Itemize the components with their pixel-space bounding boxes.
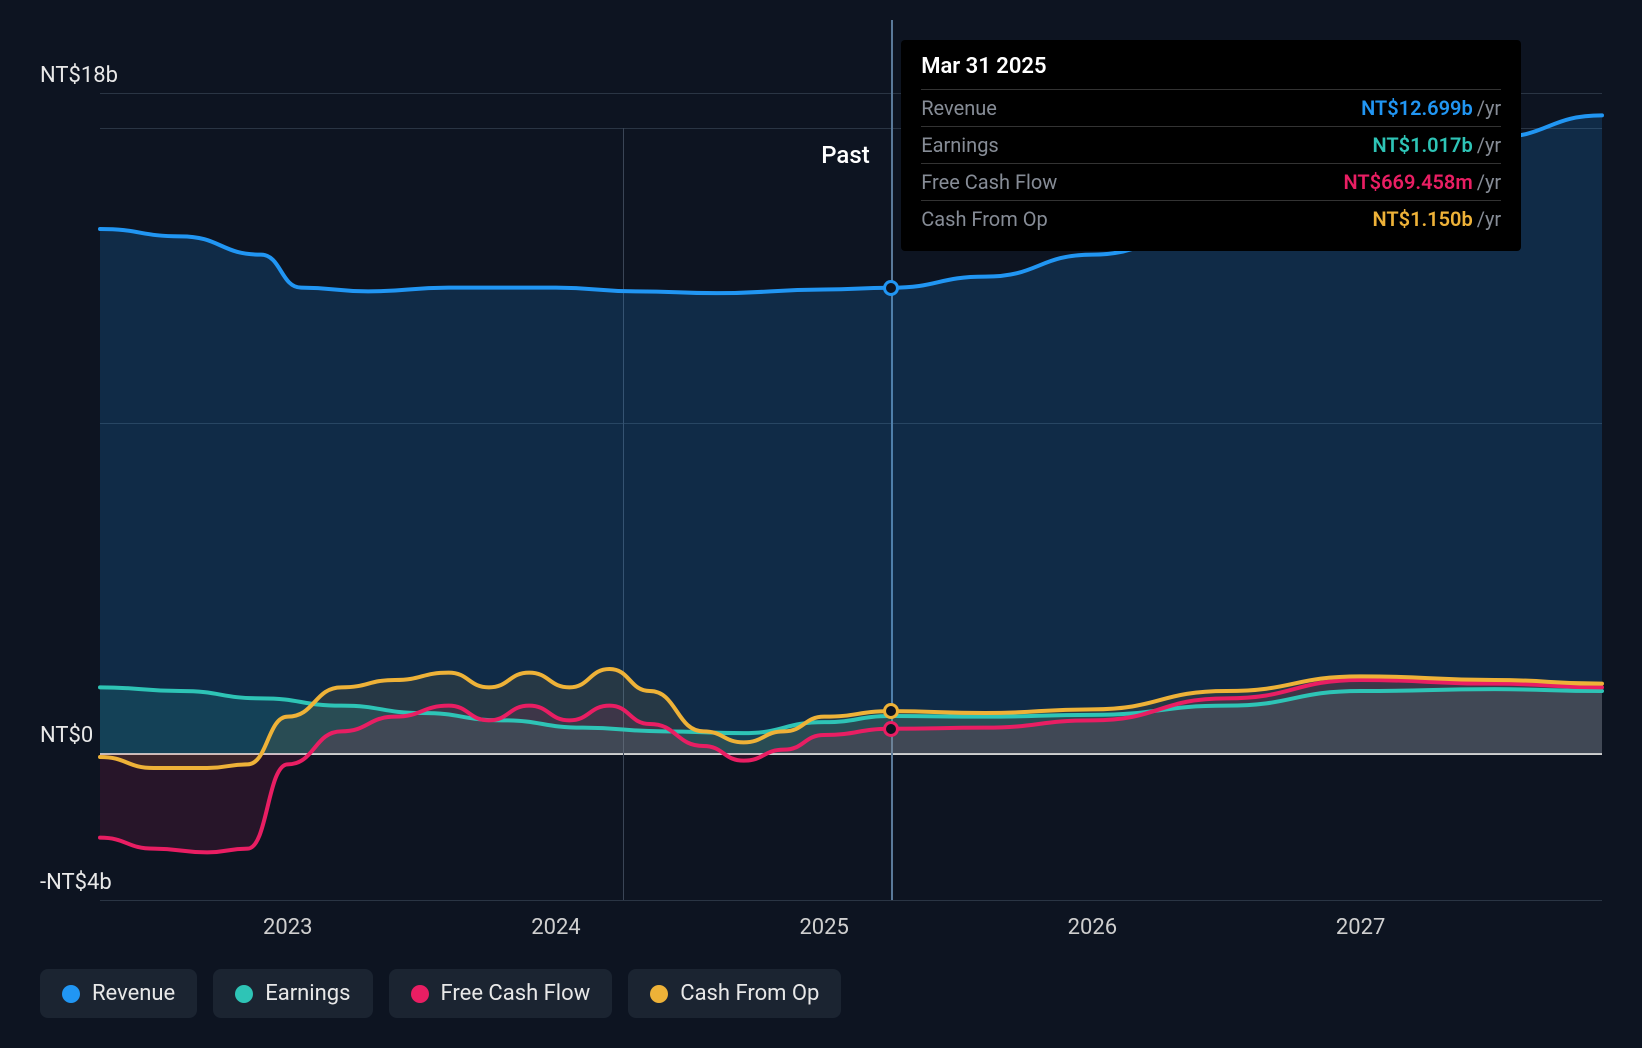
- tooltip-row: Earnings NT$1.017b/yr: [921, 127, 1501, 164]
- x-axis-line: [100, 900, 1602, 901]
- tooltip: Mar 31 2025 Revenue NT$12.699b/yr Earnings N…: [901, 40, 1521, 251]
- chart-container: NT$18bNT$0-NT$4bPastAnalysts Forecasts 2…: [40, 20, 1602, 1008]
- y-axis-label: NT$0: [40, 723, 93, 748]
- x-axis-label: 2027: [1336, 915, 1385, 940]
- tooltip-row-value: NT$669.458m/yr: [1344, 170, 1502, 194]
- cursor-marker: [883, 280, 899, 296]
- cursor-marker: [883, 703, 899, 719]
- legend-item-revenue[interactable]: Revenue: [40, 969, 197, 1018]
- tooltip-row-label: Cash From Op: [921, 207, 1047, 231]
- legend-item-free-cash-flow[interactable]: Free Cash Flow: [389, 969, 613, 1018]
- tooltip-row-value: NT$12.699b/yr: [1361, 96, 1501, 120]
- x-axis-label: 2026: [1068, 915, 1117, 940]
- legend-label: Revenue: [92, 981, 175, 1006]
- tooltip-date: Mar 31 2025: [921, 54, 1501, 90]
- x-axis-label: 2025: [799, 915, 848, 940]
- legend-dot-icon: [411, 985, 429, 1003]
- tooltip-row-label: Earnings: [921, 133, 999, 157]
- tooltip-row-value: NT$1.150b/yr: [1372, 207, 1501, 231]
- tooltip-row: Free Cash Flow NT$669.458m/yr: [921, 164, 1501, 201]
- x-axis-label: 2024: [531, 915, 580, 940]
- tooltip-row-label: Free Cash Flow: [921, 170, 1057, 194]
- x-axis-label: 2023: [263, 915, 312, 940]
- legend-item-earnings[interactable]: Earnings: [213, 969, 372, 1018]
- legend-label: Earnings: [265, 981, 350, 1006]
- tooltip-row-label: Revenue: [921, 96, 997, 120]
- legend-dot-icon: [650, 985, 668, 1003]
- tooltip-row-value: NT$1.017b/yr: [1372, 133, 1501, 157]
- legend-dot-icon: [62, 985, 80, 1003]
- legend-label: Free Cash Flow: [441, 981, 591, 1006]
- tooltip-row: Revenue NT$12.699b/yr: [921, 90, 1501, 127]
- legend-item-cash-from-op[interactable]: Cash From Op: [628, 969, 841, 1018]
- cursor-marker: [883, 721, 899, 737]
- legend-label: Cash From Op: [680, 981, 819, 1006]
- legend: Revenue Earnings Free Cash Flow Cash From O…: [40, 969, 841, 1018]
- legend-dot-icon: [235, 985, 253, 1003]
- tooltip-row: Cash From Op NT$1.150b/yr: [921, 201, 1501, 237]
